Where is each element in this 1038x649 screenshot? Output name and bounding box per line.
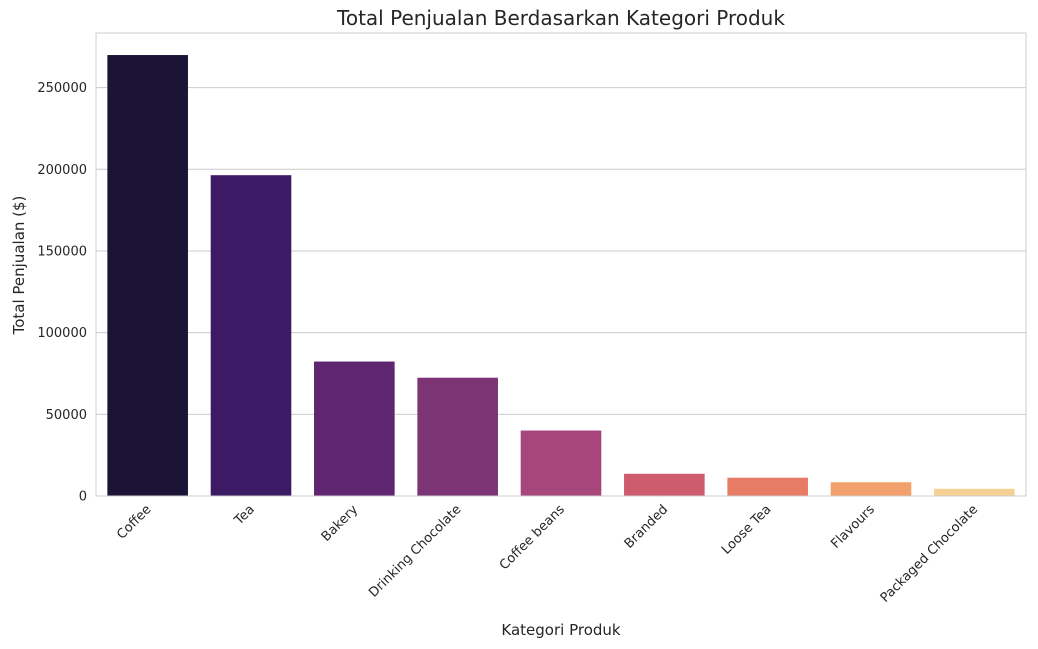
x-tick-label: Flavours <box>828 502 878 552</box>
y-axis-label: Total Penjualan ($) <box>10 196 28 336</box>
x-tick-label: Bakery <box>319 502 362 545</box>
x-tick-label: Branded <box>622 502 671 551</box>
bar <box>520 430 602 496</box>
y-tick-label: 250000 <box>37 81 87 96</box>
x-axis-label: Kategori Produk <box>501 621 621 639</box>
x-tick-label: Loose Tea <box>719 502 775 558</box>
bar <box>210 175 292 497</box>
y-axis-ticks: 0 50000 100000 150000 200000 250000 <box>37 81 87 504</box>
bar <box>624 473 705 496</box>
bar <box>727 477 808 496</box>
bar <box>107 55 188 496</box>
bar <box>830 482 912 496</box>
y-tick-label: 200000 <box>37 163 87 178</box>
x-tick-label: Tea <box>231 502 258 529</box>
x-tick-label: Coffee beans <box>497 502 568 573</box>
x-tick-label: Packaged Chocolate <box>878 502 981 605</box>
bar <box>417 377 498 496</box>
x-tick-label: Drinking Chocolate <box>366 502 464 600</box>
bar <box>314 361 395 496</box>
plot-frame <box>95 32 1027 497</box>
y-tick-label: 100000 <box>37 326 87 341</box>
y-tick-label: 0 <box>79 490 87 505</box>
y-tick-label: 150000 <box>37 244 87 259</box>
bars <box>107 55 1015 497</box>
y-tick-label: 50000 <box>46 408 87 423</box>
x-tick-label: Coffee <box>114 502 154 542</box>
bar <box>934 488 1015 496</box>
x-axis-ticks: Coffee Tea Bakery Drinking Chocolate Coffee … <box>114 502 981 606</box>
chart-title: Total Penjualan Berdasarkan Kategori Pro… <box>336 6 785 30</box>
